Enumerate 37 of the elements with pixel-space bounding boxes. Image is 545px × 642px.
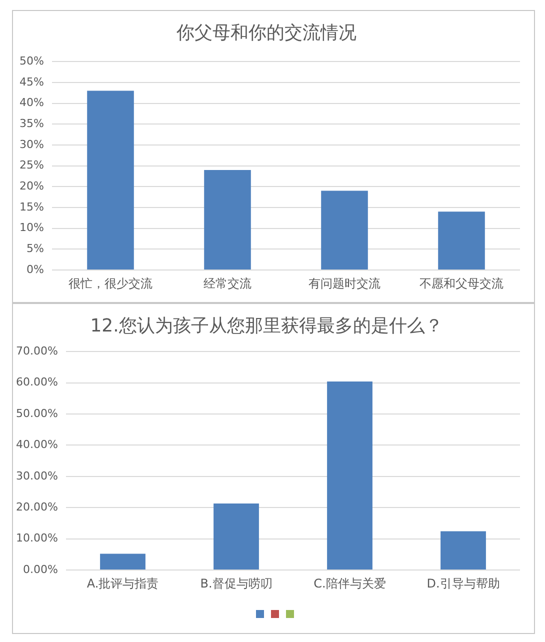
x-tick-label: 很忙，很少交流: [68, 276, 152, 290]
y-tick-label: 50%: [20, 54, 44, 68]
x-tick-label: 经常交流: [204, 276, 252, 290]
y-tick-label: 30.00%: [16, 469, 58, 482]
x-tick-label: A.批评与指责: [86, 576, 159, 590]
y-tick-label: 15%: [20, 200, 44, 214]
y-tick-label: 70.00%: [16, 344, 58, 358]
y-tick-label: 0%: [26, 262, 44, 276]
y-tick-label: 5%: [26, 242, 44, 256]
y-tick-label: 40%: [20, 96, 44, 110]
bar: [100, 554, 146, 570]
y-tick-label: 35%: [20, 116, 44, 130]
y-tick-label: 40.00%: [16, 438, 58, 452]
x-tick-label: D.引导与帮助: [426, 576, 500, 590]
bar: [87, 90, 134, 270]
x-tick-label: C.陪伴与关爱: [314, 576, 386, 590]
bar: [214, 504, 259, 570]
bar: [327, 382, 372, 570]
chart-title: 12.您认为孩子从您那里获得最多的是什么？: [90, 315, 443, 336]
bar: [438, 212, 485, 270]
y-tick-label: 50.00%: [16, 406, 58, 420]
y-tick-label: 20.00%: [16, 500, 58, 514]
y-tick-label: 45%: [20, 75, 44, 88]
y-tick-label: 10%: [20, 221, 44, 234]
bar: [204, 170, 251, 270]
y-tick-label: 10.00%: [16, 532, 58, 545]
chart-title: 你父母和你的交流情况: [176, 22, 356, 44]
x-tick-label: 有问题时交流: [308, 276, 380, 290]
x-tick-label: 不愿和父母交流: [420, 276, 504, 290]
y-tick-label: 20%: [20, 180, 44, 192]
bar: [440, 531, 486, 570]
y-tick-label: 30%: [20, 138, 44, 151]
y-tick-label: 25%: [20, 158, 44, 172]
y-tick-label: 0.00%: [23, 562, 58, 576]
x-tick-label: B.督促与唠叨: [200, 576, 272, 590]
y-tick-label: 60.00%: [16, 376, 58, 389]
bar: [321, 190, 368, 270]
